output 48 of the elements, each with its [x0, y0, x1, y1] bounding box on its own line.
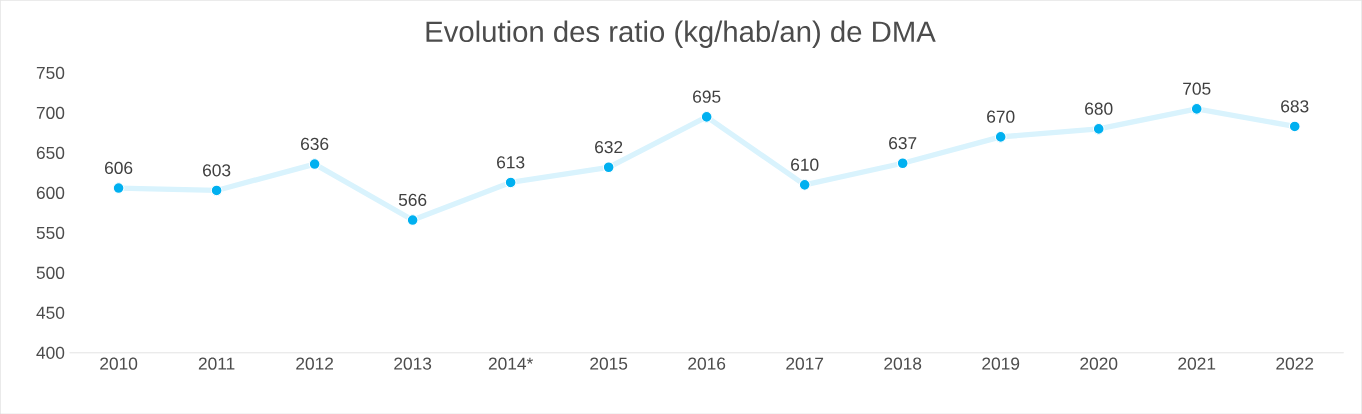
y-tick-label: 400 — [36, 346, 65, 359]
y-tick-label: 700 — [36, 106, 65, 119]
x-tick-label: 2013 — [394, 357, 432, 370]
x-tick-label: 2016 — [688, 357, 726, 370]
chart-title: Evolution des ratio (kg/hab/an) de DMA — [426, 20, 936, 48]
point — [308, 158, 321, 170]
y-tick-label: 600 — [36, 186, 65, 199]
x-tick-label: 2012 — [296, 357, 334, 370]
data-label: 566 — [398, 193, 427, 206]
x-tick-label: 2014* — [488, 357, 534, 370]
point — [896, 157, 909, 169]
x-tick-label: 2022 — [1276, 357, 1314, 370]
data-label: 695 — [693, 90, 721, 103]
data-label: 680 — [1085, 102, 1113, 115]
point — [112, 182, 125, 194]
x-tick-label: 2020 — [1080, 357, 1118, 370]
data-label: 632 — [595, 140, 623, 154]
point — [504, 176, 517, 189]
data-label: 636 — [301, 137, 329, 150]
data-label: 606 — [105, 161, 133, 174]
x-tick-label: 2017 — [786, 357, 824, 370]
y-tick-label: 450 — [36, 306, 65, 319]
point — [210, 184, 223, 197]
y-tick-label: 550 — [36, 226, 65, 239]
point — [1190, 102, 1203, 115]
x-tick-label: 2010 — [100, 357, 138, 370]
x-tick-label: 2019 — [982, 357, 1020, 370]
point — [1288, 120, 1301, 133]
data-label: 610 — [791, 158, 819, 171]
point — [602, 161, 615, 173]
data-label: 683 — [1281, 100, 1309, 113]
y-tick-label: 500 — [36, 266, 65, 279]
x-tick-label: 2015 — [590, 357, 628, 370]
data-label: 670 — [987, 110, 1015, 123]
y-tick-label: 750 — [36, 66, 65, 79]
point — [406, 214, 419, 226]
data-label: 637 — [889, 136, 917, 150]
data-label: 613 — [497, 155, 525, 169]
point — [994, 130, 1007, 143]
x-tick-label: 2011 — [198, 357, 235, 370]
point — [1092, 122, 1105, 135]
point — [798, 178, 811, 191]
y-tick-label: 650 — [36, 146, 65, 159]
x-tick-label: 2018 — [884, 357, 922, 370]
data-label: 705 — [1183, 82, 1211, 95]
point — [700, 110, 713, 123]
data-label: 603 — [203, 163, 231, 177]
x-tick-label: 2021 — [1178, 357, 1216, 370]
